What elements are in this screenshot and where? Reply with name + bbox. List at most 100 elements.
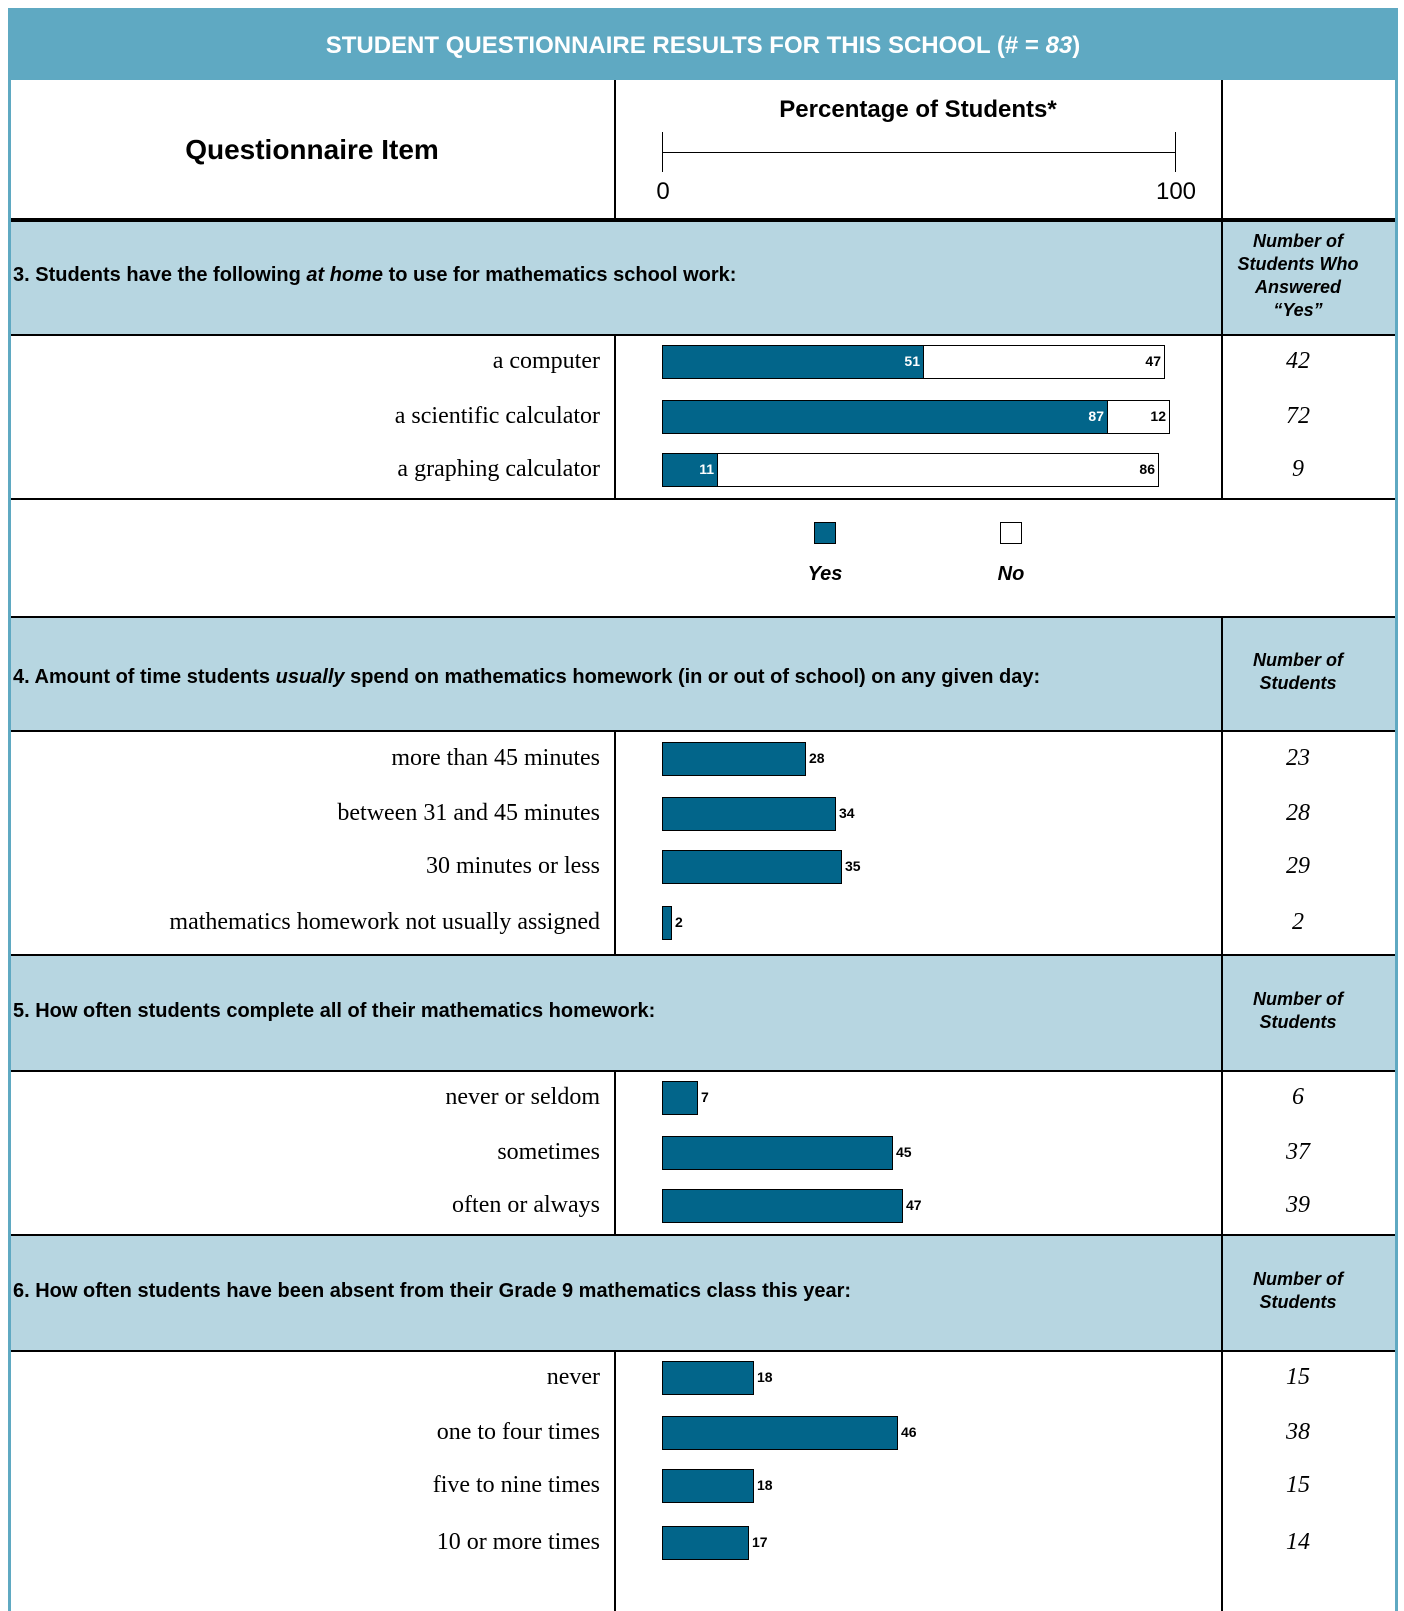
bar-value: 45 (896, 1144, 912, 1160)
band-top-line (11, 220, 1395, 222)
question-title: 5. How often students complete all of th… (13, 1000, 655, 1023)
questionnaire-results-table: STUDENT QUESTIONNAIRE RESULTS FOR THIS S… (8, 8, 1398, 1611)
legend-yes-label: Yes (807, 563, 843, 585)
row-divider-item (614, 1072, 616, 1234)
row-divider-item (614, 336, 616, 499)
count-header-line: Number of (1253, 231, 1343, 251)
count-column-header: Number of Students Who Answered “Yes” (1223, 230, 1373, 322)
band-bottom-line (11, 730, 1395, 732)
item-label: between 31 and 45 minutes (337, 800, 600, 826)
question-title: 6. How often students have been absent f… (13, 1280, 851, 1303)
row-divider-count (1221, 732, 1223, 954)
bar-value: 18 (757, 1369, 773, 1385)
scale-max-label: 100 (1155, 178, 1197, 205)
item-label: 30 minutes or less (426, 853, 600, 879)
bar-yes (662, 453, 718, 487)
row-divider-item (614, 732, 616, 954)
item-label: more than 45 minutes (391, 745, 600, 771)
band-bottom-line (11, 1350, 1395, 1352)
question-band (11, 1234, 1395, 1352)
bar-no-value: 47 (1145, 353, 1161, 369)
band-top-line (11, 616, 1395, 618)
bar (662, 906, 672, 940)
bar (662, 1526, 749, 1560)
scale-min-label: 0 (656, 178, 670, 205)
question-text: 6. How often students have been absent f… (13, 1280, 852, 1302)
bar-value: 2 (675, 914, 683, 930)
student-count-value: 37 (1286, 1139, 1310, 1165)
header-bottom-line (11, 218, 1395, 220)
bar-no (923, 345, 1165, 379)
item-column-title: Questionnaire Item (185, 134, 439, 165)
count-header-line: “Yes” (1273, 300, 1323, 320)
bar-yes (662, 345, 924, 379)
student-count-value: 28 (1286, 800, 1310, 826)
item-label: a scientific calculator (394, 403, 600, 429)
bar (662, 1416, 898, 1450)
item-label: a graphing calculator (397, 456, 600, 482)
bar (662, 1081, 698, 1115)
question-text: spend on mathematics homework (in or out… (344, 666, 1041, 688)
scale-tick-right (1175, 132, 1176, 172)
student-count-value: 23 (1286, 745, 1310, 771)
bar-yes (662, 400, 1108, 434)
bar (662, 797, 836, 831)
student-count-value: 39 (1286, 1192, 1310, 1218)
item-column-header: Questionnaire Item (12, 80, 612, 220)
student-count-value: 2 (1292, 909, 1304, 935)
header-divider-item (614, 80, 616, 220)
row-divider-count (1221, 1352, 1223, 1611)
frame-right-border (1395, 8, 1398, 1611)
bar-yes-value: 87 (1088, 408, 1104, 424)
count-header-line: Students Who (1237, 254, 1359, 274)
bar-yes-value: 11 (699, 461, 714, 477)
bar-value: 17 (752, 1534, 768, 1550)
student-count-value: 42 (1286, 348, 1310, 374)
bar-no (717, 453, 1159, 487)
row-divider-count (1221, 336, 1223, 499)
bar-value: 35 (845, 858, 861, 874)
bar-value: 47 (906, 1197, 922, 1213)
item-label: sometimes (497, 1139, 600, 1165)
count-column-header: Number of Students (1223, 649, 1373, 695)
item-label: one to four times (436, 1419, 600, 1445)
header-divider-count (1221, 80, 1223, 220)
student-count-value: 6 (1292, 1084, 1304, 1110)
band-top-line (11, 1234, 1395, 1236)
question-title: 4. Amount of time students usually spend… (13, 666, 1040, 689)
band-bottom-line (11, 1070, 1395, 1072)
count-column-header: Number of Students (1223, 1268, 1373, 1314)
count-header-line: Number of (1253, 989, 1343, 1009)
scale-axis-line (662, 152, 1176, 153)
student-count-value: 72 (1286, 403, 1310, 429)
row-divider-count (1221, 1072, 1223, 1234)
item-label: never (546, 1364, 600, 1390)
question-emphasis: usually (275, 666, 345, 688)
bar-no (1107, 400, 1170, 434)
item-label: never or seldom (445, 1084, 600, 1110)
frame-left-border (8, 8, 11, 1611)
band-bottom-line (11, 334, 1395, 336)
legend-no-swatch (1000, 522, 1022, 544)
legend-yes-swatch (814, 522, 836, 544)
bar-value: 46 (901, 1424, 917, 1440)
title-bar: STUDENT QUESTIONNAIRE RESULTS FOR THIS S… (8, 8, 1398, 80)
title-suffix: ) (1072, 32, 1081, 59)
item-label: five to nine times (432, 1472, 600, 1498)
count-column-header: Number of Students (1223, 988, 1373, 1034)
item-label: 10 or more times (436, 1529, 600, 1555)
question-text: 5. How often students complete all of th… (13, 1000, 656, 1022)
student-count-value: 29 (1286, 853, 1310, 879)
student-count: 83 (1045, 32, 1073, 59)
bar (662, 1469, 754, 1503)
question-text: 4. Amount of time students (13, 666, 276, 688)
student-count-value: 14 (1286, 1529, 1310, 1555)
bar-value: 7 (701, 1089, 709, 1105)
count-header-line: Answered (1254, 277, 1342, 297)
student-count-value: 15 (1286, 1472, 1310, 1498)
item-label: often or always (452, 1192, 600, 1218)
band-count-divider (1221, 954, 1223, 1072)
bar (662, 1189, 903, 1223)
student-count-value: 15 (1286, 1364, 1310, 1390)
bar (662, 1136, 893, 1170)
